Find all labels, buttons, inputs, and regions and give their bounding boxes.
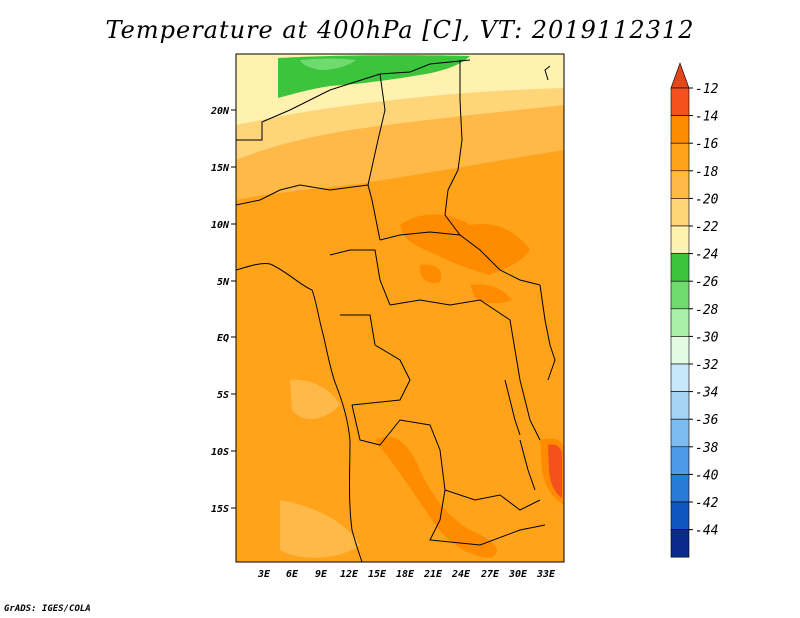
map-frame bbox=[235, 53, 565, 563]
lon-axis: 3E 6E 9E 12E 15E 18E 21E 24E 27E 30E 33E bbox=[257, 569, 556, 580]
lat-label: 15S bbox=[211, 504, 229, 515]
colorbar-swatch bbox=[670, 87, 690, 116]
field-warmest-east bbox=[548, 444, 562, 498]
lat-label: EQ bbox=[217, 333, 229, 344]
lon-label: 12E bbox=[340, 569, 359, 580]
temperature-field bbox=[236, 54, 564, 562]
lon-label: 27E bbox=[480, 569, 500, 580]
lat-label: 5S bbox=[217, 390, 229, 401]
colorbar-label: -34 bbox=[695, 386, 718, 401]
field-minus24-to-minus26 bbox=[300, 58, 356, 70]
colorbar-swatch bbox=[670, 529, 690, 558]
colorbar-label: -42 bbox=[695, 496, 719, 511]
colorbar-label: -24 bbox=[695, 248, 718, 263]
colorbar: -12 -14 -16 -18 -20 -22 -24 -26 -28 -30 -32 -34 -36 -… bbox=[670, 62, 719, 558]
colorbar-swatch bbox=[670, 474, 690, 503]
colorbar-swatch bbox=[670, 501, 690, 530]
lon-label: 21E bbox=[423, 569, 443, 580]
colorbar-top-arrow bbox=[670, 62, 690, 89]
lat-label: 15N bbox=[211, 163, 230, 174]
colorbar-swatch bbox=[670, 115, 690, 144]
chart-title: Temperature at 400hPa [C], VT: 201911231… bbox=[105, 16, 695, 44]
field-minus12-to-minus14-north bbox=[400, 214, 530, 275]
colorbar-label: -30 bbox=[695, 330, 719, 345]
lon-label: 24E bbox=[451, 569, 471, 580]
colorbar-label: -14 bbox=[695, 110, 718, 125]
colorbar-label: -38 bbox=[695, 441, 719, 456]
colorbar-swatch bbox=[670, 198, 690, 227]
colorbar-swatch bbox=[670, 170, 690, 199]
colorbar-label: -22 bbox=[695, 220, 719, 235]
colorbar-swatch bbox=[670, 142, 690, 172]
lon-label: 6E bbox=[286, 569, 299, 580]
colorbar-label: -18 bbox=[695, 165, 719, 180]
lon-label: 15E bbox=[368, 569, 387, 580]
lon-label: 33E bbox=[536, 569, 556, 580]
field-minus12-to-minus14-patch bbox=[419, 264, 442, 284]
lon-label: 30E bbox=[508, 569, 528, 580]
colorbar-swatch bbox=[670, 446, 690, 475]
lat-label: 10N bbox=[211, 220, 230, 231]
colorbar-label: -36 bbox=[695, 413, 719, 428]
lon-label: 3E bbox=[257, 569, 271, 580]
colorbar-swatch bbox=[670, 308, 690, 337]
colorbar-label: -12 bbox=[695, 82, 719, 97]
lat-label: 10S bbox=[211, 447, 229, 458]
colorbar-label: -40 bbox=[695, 468, 719, 483]
colorbar-label: -26 bbox=[695, 275, 719, 290]
credit-label: GrADS: IGES/COLA bbox=[4, 604, 91, 614]
field-minus16-patch bbox=[290, 379, 340, 420]
colorbar-swatch bbox=[670, 280, 690, 310]
field-minus12-to-minus14-patch2 bbox=[470, 284, 512, 304]
colorbar-swatch bbox=[670, 225, 690, 254]
colorbar-swatch bbox=[670, 391, 690, 420]
colorbar-swatch bbox=[670, 253, 690, 282]
lat-axis: 20N 15N 10N 5N EQ 5S 10S 15S bbox=[210, 106, 236, 515]
colorbar-swatch bbox=[670, 418, 690, 448]
colorbar-swatch bbox=[670, 336, 690, 365]
lon-label: 9E bbox=[315, 569, 328, 580]
lon-label: 18E bbox=[396, 569, 415, 580]
colorbar-label: -16 bbox=[695, 137, 719, 152]
colorbar-label: -44 bbox=[695, 524, 718, 539]
map-borders bbox=[236, 59, 556, 562]
field-minus16-patch-south bbox=[280, 500, 360, 558]
lat-label: 5N bbox=[217, 277, 230, 288]
west-coastline bbox=[236, 263, 363, 562]
field-minus12-to-minus14-south bbox=[375, 436, 498, 558]
lat-label: 20N bbox=[210, 106, 230, 117]
colorbar-label: -28 bbox=[695, 303, 719, 318]
colorbar-label: -32 bbox=[695, 358, 719, 373]
colorbar-swatch bbox=[670, 363, 690, 392]
colorbar-label: -20 bbox=[695, 192, 719, 207]
